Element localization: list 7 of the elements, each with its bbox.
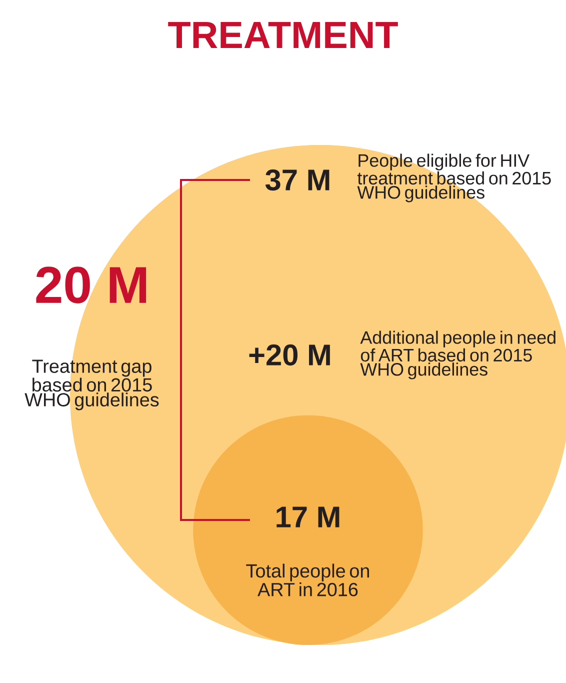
data-label: +20 M (249, 344, 330, 366)
text: TREATMENT (168, 22, 398, 48)
category-label: Additional people in need of ART based on 2015 WHO guidelines (360, 330, 556, 380)
category-label: Total people on ART in 2016 (246, 564, 369, 596)
text: 20 M (36, 266, 146, 304)
data-label: 17 M (276, 506, 340, 528)
data-label: 37 M (265, 169, 330, 191)
